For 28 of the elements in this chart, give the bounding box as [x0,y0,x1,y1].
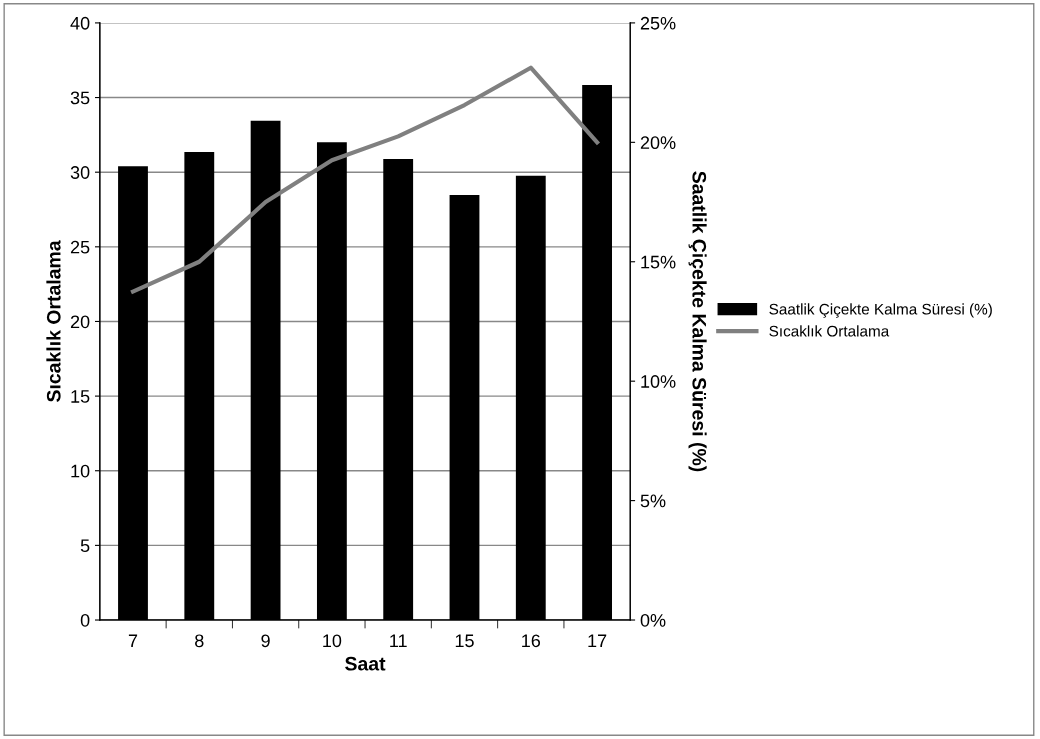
y2-tick-label: 10% [641,375,676,388]
legend-label: Sıcaklık Ortalama [769,325,890,337]
y-tick-label: 5 [80,539,90,553]
y2-tick-label: 0% [640,613,666,627]
y-tick-label: 10 [71,464,90,478]
legend-label: Saatlik Çiçekte Kalma Süresi (%) [769,303,992,318]
y-tick-label: 20 [70,315,90,329]
y2-tick-label: 15% [641,255,676,269]
x-tick-label: 11 [390,634,407,647]
y2-tick-label: 20% [640,136,676,150]
y2-tick-label: 25% [640,16,676,30]
x-axis-title: Saat [345,656,386,671]
x-tick-label: 10 [323,634,342,648]
x-tick-label: 9 [261,634,270,648]
y2-tick-label: 5% [640,494,666,508]
y-tick-label: 35 [70,91,90,105]
y-tick-label: 40 [70,16,90,30]
y2-axis-title: Saatlik Çiçekte Kalma Süresi (%) [688,171,707,472]
y-tick-label: 30 [70,166,90,179]
x-tick-label: 7 [128,634,138,647]
x-tick-label: 15 [455,634,474,648]
y-axis-title: Sıcaklık Ortalama [46,240,61,402]
x-tick-label: 8 [195,634,204,648]
y-tick-label: 0 [80,613,90,627]
x-tick-label: 16 [522,634,541,648]
y-tick-label: 15 [71,390,90,403]
y-tick-label: 25 [70,240,90,254]
x-tick-label: 17 [588,634,607,647]
